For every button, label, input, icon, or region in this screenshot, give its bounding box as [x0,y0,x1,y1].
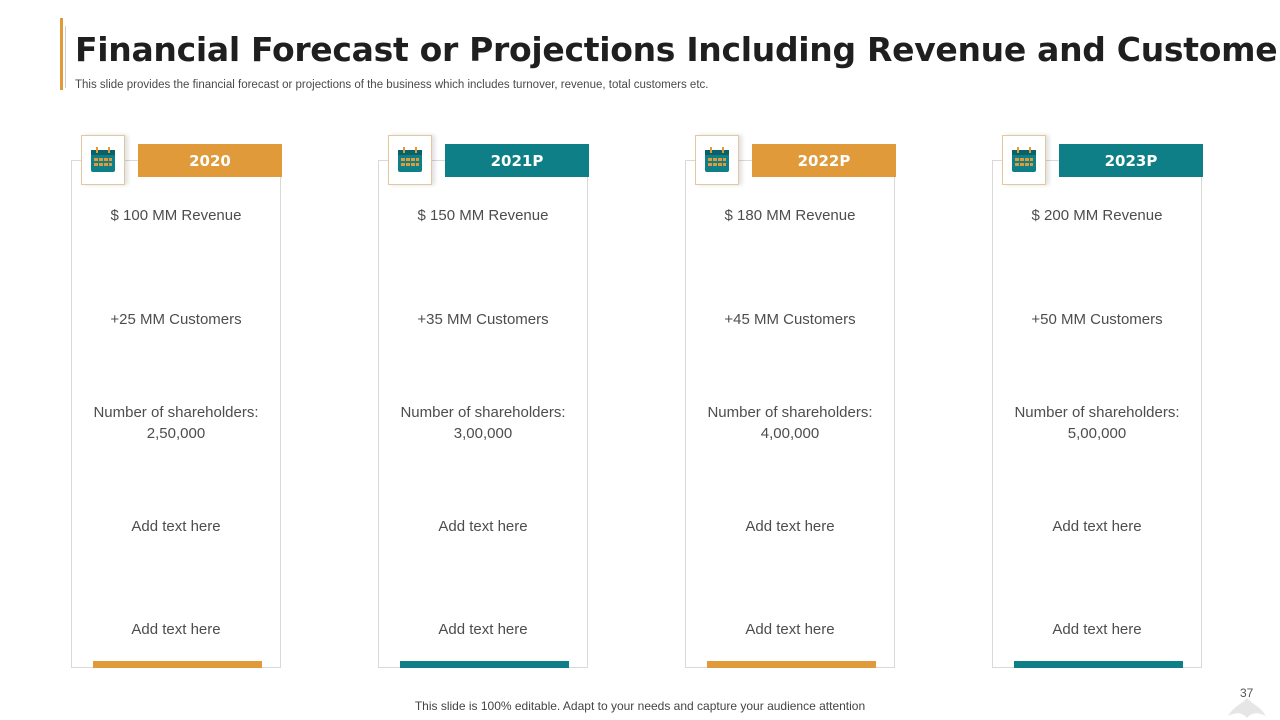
customers-text: +50 MM Customers [1031,311,1163,328]
decorative-leaf-icon [1228,698,1266,718]
placeholder-text: Add text here [131,518,221,535]
customers-text: +45 MM Customers [724,311,856,328]
revenue-text: $ 180 MM Revenue [724,207,856,224]
shareholders-label: Number of shareholders: [1014,404,1180,421]
shareholders-label: Number of shareholders: [400,404,566,421]
year-tab-2023p: 2023P [1059,144,1203,177]
placeholder-text: Add text here [438,518,528,535]
placeholder-text: Add text here [745,518,835,535]
calendar-icon [388,135,432,185]
shareholders-text: Number of shareholders: 3,00,000 [378,402,588,444]
card-bottom-bar [400,661,569,668]
forecast-card-2022p [685,160,895,668]
calendar-icon [81,135,125,185]
footer-text: This slide is 100% editable. Adapt to yo… [414,699,866,713]
customers-text: +35 MM Customers [417,311,549,328]
shareholders-label: Number of shareholders: [707,404,873,421]
card-bottom-bar [93,661,262,668]
revenue-text: $ 150 MM Revenue [417,207,549,224]
shareholders-label: Number of shareholders: [93,404,259,421]
year-tab-2021p: 2021P [445,144,589,177]
title-accent-bar [60,18,66,90]
shareholders-value: 3,00,000 [453,425,513,442]
calendar-icon [695,135,739,185]
placeholder-text: Add text here [1052,518,1142,535]
shareholders-text: Number of shareholders: 2,50,000 [71,402,281,444]
year-tab-2022p: 2022P [752,144,896,177]
revenue-text: $ 100 MM Revenue [110,207,242,224]
placeholder-text: Add text here [438,621,528,638]
forecast-card-2021p [378,160,588,668]
year-tab-2020: 2020 [138,144,282,177]
revenue-text: $ 200 MM Revenue [1031,207,1163,224]
shareholders-value: 5,00,000 [1067,425,1127,442]
customers-text: +25 MM Customers [110,311,242,328]
slide-title: Financial Forecast or Projections Includ… [75,30,1280,69]
placeholder-text: Add text here [1052,621,1142,638]
forecast-card-2020 [71,160,281,668]
page-number: 37 [1240,686,1254,700]
shareholders-value: 2,50,000 [146,425,206,442]
shareholders-text: Number of shareholders: 5,00,000 [992,402,1202,444]
card-bottom-bar [1014,661,1183,668]
shareholders-text: Number of shareholders: 4,00,000 [685,402,895,444]
shareholders-value: 4,00,000 [760,425,820,442]
card-bottom-bar [707,661,876,668]
slide-subtitle: This slide provides the financial foreca… [75,79,709,91]
placeholder-text: Add text here [745,621,835,638]
calendar-icon [1002,135,1046,185]
forecast-card-2023p [992,160,1202,668]
placeholder-text: Add text here [131,621,221,638]
